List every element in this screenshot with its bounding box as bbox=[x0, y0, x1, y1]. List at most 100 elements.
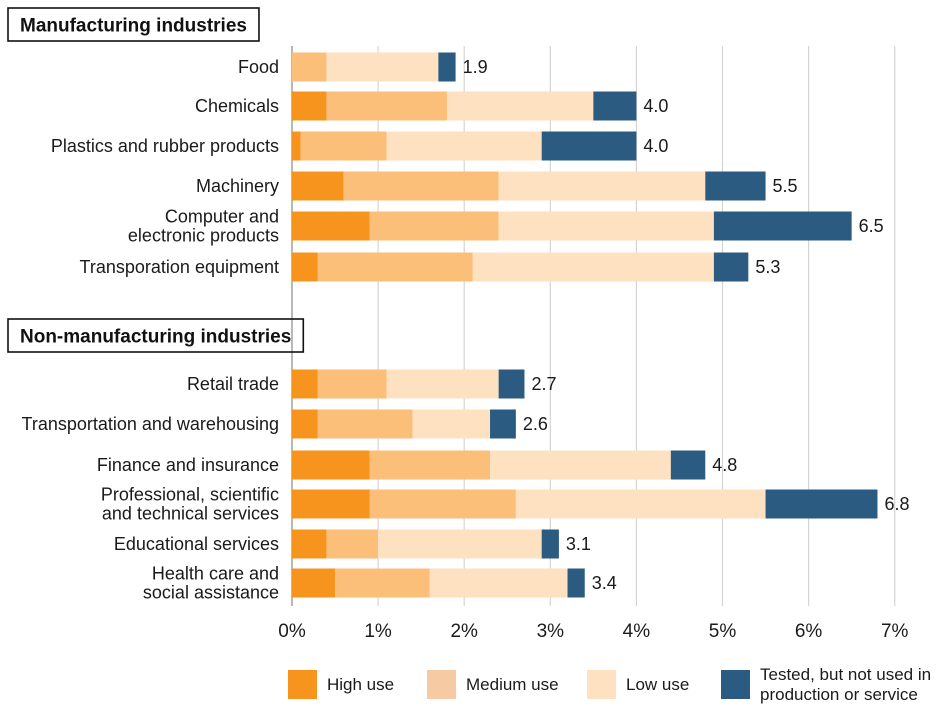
bar-segment bbox=[292, 568, 336, 598]
total-label: 1.9 bbox=[463, 57, 488, 77]
bar-segment bbox=[317, 252, 473, 282]
bar-segment bbox=[705, 171, 766, 201]
group-title-box bbox=[7, 7, 260, 42]
bar-segment bbox=[369, 489, 516, 519]
x-tick-label: 3% bbox=[537, 621, 565, 642]
x-tick-label: 6% bbox=[795, 621, 823, 642]
category-label: Food bbox=[238, 57, 279, 77]
bar-segment bbox=[292, 171, 344, 201]
total-label: 4.8 bbox=[712, 455, 737, 475]
bar-segment bbox=[386, 369, 499, 399]
legend-swatch bbox=[587, 670, 616, 699]
bar-segment bbox=[292, 369, 318, 399]
category-label: Transporation equipment bbox=[80, 257, 279, 277]
bar-segment bbox=[593, 91, 637, 121]
x-tick-label: 7% bbox=[881, 621, 909, 642]
category-label: Transportation and warehousing bbox=[22, 414, 280, 434]
bar-segment bbox=[498, 211, 714, 241]
bar-segment bbox=[429, 568, 568, 598]
bar-segment bbox=[515, 489, 766, 519]
bar-segment bbox=[567, 568, 585, 598]
bar-segment bbox=[292, 529, 327, 559]
grid bbox=[291, 46, 896, 606]
legend-label: Low use bbox=[626, 675, 689, 694]
bar-segment bbox=[292, 131, 301, 161]
group-title: Manufacturing industries bbox=[20, 16, 247, 37]
bar-segment bbox=[446, 91, 594, 121]
category-label: social assistance bbox=[143, 583, 279, 603]
bar-segment bbox=[378, 529, 542, 559]
bar-segment bbox=[386, 131, 542, 161]
bar-segment bbox=[472, 252, 714, 282]
total-label: 2.6 bbox=[523, 414, 548, 434]
bar-segment bbox=[438, 52, 456, 82]
bar-segment bbox=[343, 171, 499, 201]
total-label: 5.3 bbox=[755, 257, 780, 277]
total-label: 2.7 bbox=[531, 374, 556, 394]
category-label: and technical services bbox=[102, 504, 279, 524]
category-label: Health care and bbox=[152, 564, 279, 584]
bar-segment bbox=[326, 529, 379, 559]
category-label: Plastics and rubber products bbox=[51, 136, 279, 156]
bar-segment bbox=[713, 252, 749, 282]
category-label: Professional, scientific bbox=[101, 485, 279, 505]
total-labels: 1.9 4.0 4.0 5.5 6.5 5.3 2.7 2.6 4.8 6.8 3.13.4 bbox=[463, 57, 910, 593]
bar-segment bbox=[292, 252, 318, 282]
bar-segment bbox=[498, 171, 706, 201]
legend-label: Tested, but not used in bbox=[760, 665, 931, 684]
bar-segment bbox=[317, 369, 387, 399]
legend-swatch bbox=[427, 670, 456, 699]
bar-segment bbox=[541, 529, 559, 559]
bar-segment bbox=[670, 450, 706, 480]
group-title: Non-manufacturing industries bbox=[20, 327, 291, 348]
bar-segment bbox=[490, 409, 516, 439]
legend-swatch bbox=[288, 670, 317, 699]
bar-segment bbox=[412, 409, 491, 439]
bar-segment bbox=[292, 52, 327, 82]
bar-segment bbox=[292, 211, 370, 241]
bar-segment bbox=[369, 211, 499, 241]
total-label: 4.0 bbox=[643, 136, 668, 156]
bar-segment bbox=[541, 131, 637, 161]
category-labels: Food Chemicals Plastics and rubber product… bbox=[22, 57, 280, 603]
total-label: 5.5 bbox=[773, 176, 798, 196]
x-tick-label: 2% bbox=[450, 621, 478, 642]
bar-segment bbox=[335, 568, 430, 598]
bar-segment bbox=[765, 489, 878, 519]
total-label: 6.5 bbox=[859, 216, 884, 236]
total-label: 6.8 bbox=[884, 494, 909, 514]
group-title-box bbox=[7, 318, 305, 353]
category-label: Retail trade bbox=[187, 374, 279, 394]
bar-segment bbox=[300, 131, 387, 161]
bar-segment bbox=[292, 489, 370, 519]
bar-segment bbox=[292, 409, 318, 439]
x-tick-label: 5% bbox=[709, 621, 737, 642]
total-label: 3.4 bbox=[592, 573, 617, 593]
group-titles: Manufacturing industries Non-manufacturin… bbox=[7, 7, 305, 353]
bar-segment bbox=[490, 450, 671, 480]
bar-segment bbox=[369, 450, 491, 480]
category-label: electronic products bbox=[128, 226, 279, 246]
x-axis-ticks: 0% 1% 2% 3% 4% 5% 6% 7% bbox=[278, 621, 908, 642]
x-tick-label: 1% bbox=[364, 621, 392, 642]
bar-segment bbox=[317, 409, 413, 439]
bar-segment bbox=[498, 369, 525, 399]
total-label: 4.0 bbox=[643, 96, 668, 116]
bar-segment bbox=[326, 52, 439, 82]
legend-label: Medium use bbox=[466, 675, 559, 694]
bar-segment bbox=[326, 91, 447, 121]
bar-segment bbox=[713, 211, 852, 241]
bar-segment bbox=[292, 91, 327, 121]
x-tick-label: 0% bbox=[278, 621, 306, 642]
bars bbox=[292, 52, 878, 598]
x-tick-label: 4% bbox=[623, 621, 651, 642]
total-label: 3.1 bbox=[566, 534, 591, 554]
bar-segment bbox=[292, 450, 370, 480]
legend-label: production or service bbox=[760, 685, 918, 704]
legend: High use Medium use Low use Tested, but not… bbox=[288, 665, 931, 704]
category-label: Chemicals bbox=[195, 96, 279, 116]
legend-swatch bbox=[721, 670, 750, 699]
legend-label: High use bbox=[327, 675, 394, 694]
category-label: Finance and insurance bbox=[97, 455, 279, 475]
